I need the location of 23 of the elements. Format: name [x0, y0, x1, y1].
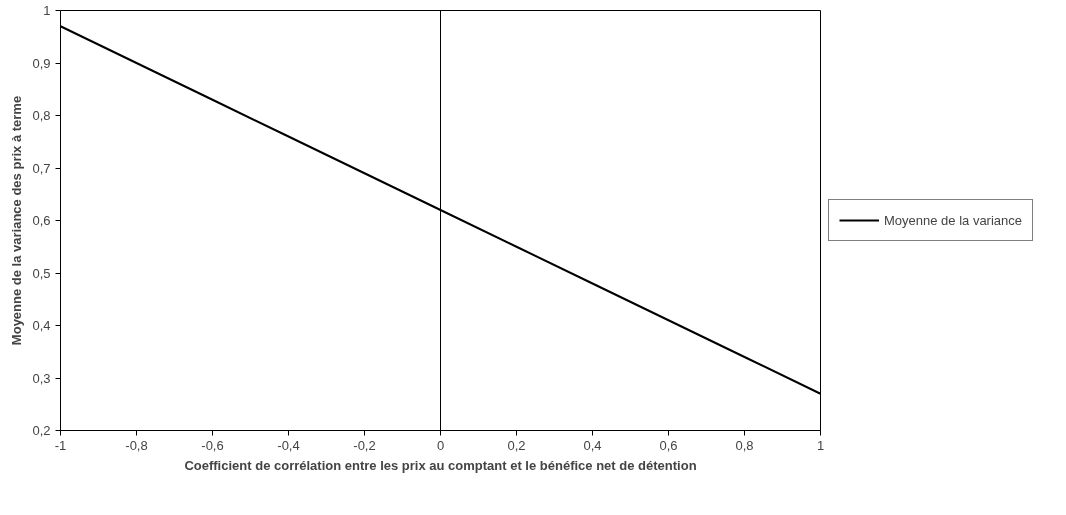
x-tick-label: -0,8: [125, 437, 148, 453]
y-tick-label: 0,2: [32, 423, 51, 438]
x-tick-label: -0,6: [201, 437, 224, 453]
y-tick-label: 1: [43, 3, 51, 18]
y-axis-title: Moyenne de la variance des prix à terme: [9, 95, 25, 346]
x-tick-label: 0,2: [507, 437, 526, 453]
y-tick-label: 0,4: [32, 318, 51, 333]
y-tick-label: 0,3: [32, 370, 51, 386]
x-axis-title: Coefficient de corrélation entre les prix au comptant et le bénéfice net de détention: [184, 457, 697, 473]
legend-label: Moyenne de la variance: [884, 212, 1023, 228]
y-tick-label: 0,6: [32, 213, 51, 228]
x-tick-label: 0,8: [735, 437, 754, 453]
x-tick-label: -0,4: [277, 437, 300, 453]
x-tick-label: 0,4: [583, 437, 602, 453]
x-tick-label: -0,2: [353, 437, 376, 453]
y-tick-label: 0,8: [32, 108, 51, 123]
y-tick-label: 0,5: [32, 265, 51, 281]
x-tick-label: 1: [816, 437, 825, 453]
x-tick-label: 0: [436, 437, 445, 453]
y-tick-label: 0,9: [32, 55, 51, 71]
x-tick-label: -1: [54, 437, 67, 453]
y-tick-label: 0,7: [32, 160, 51, 176]
x-tick-label: 0,6: [659, 437, 678, 453]
